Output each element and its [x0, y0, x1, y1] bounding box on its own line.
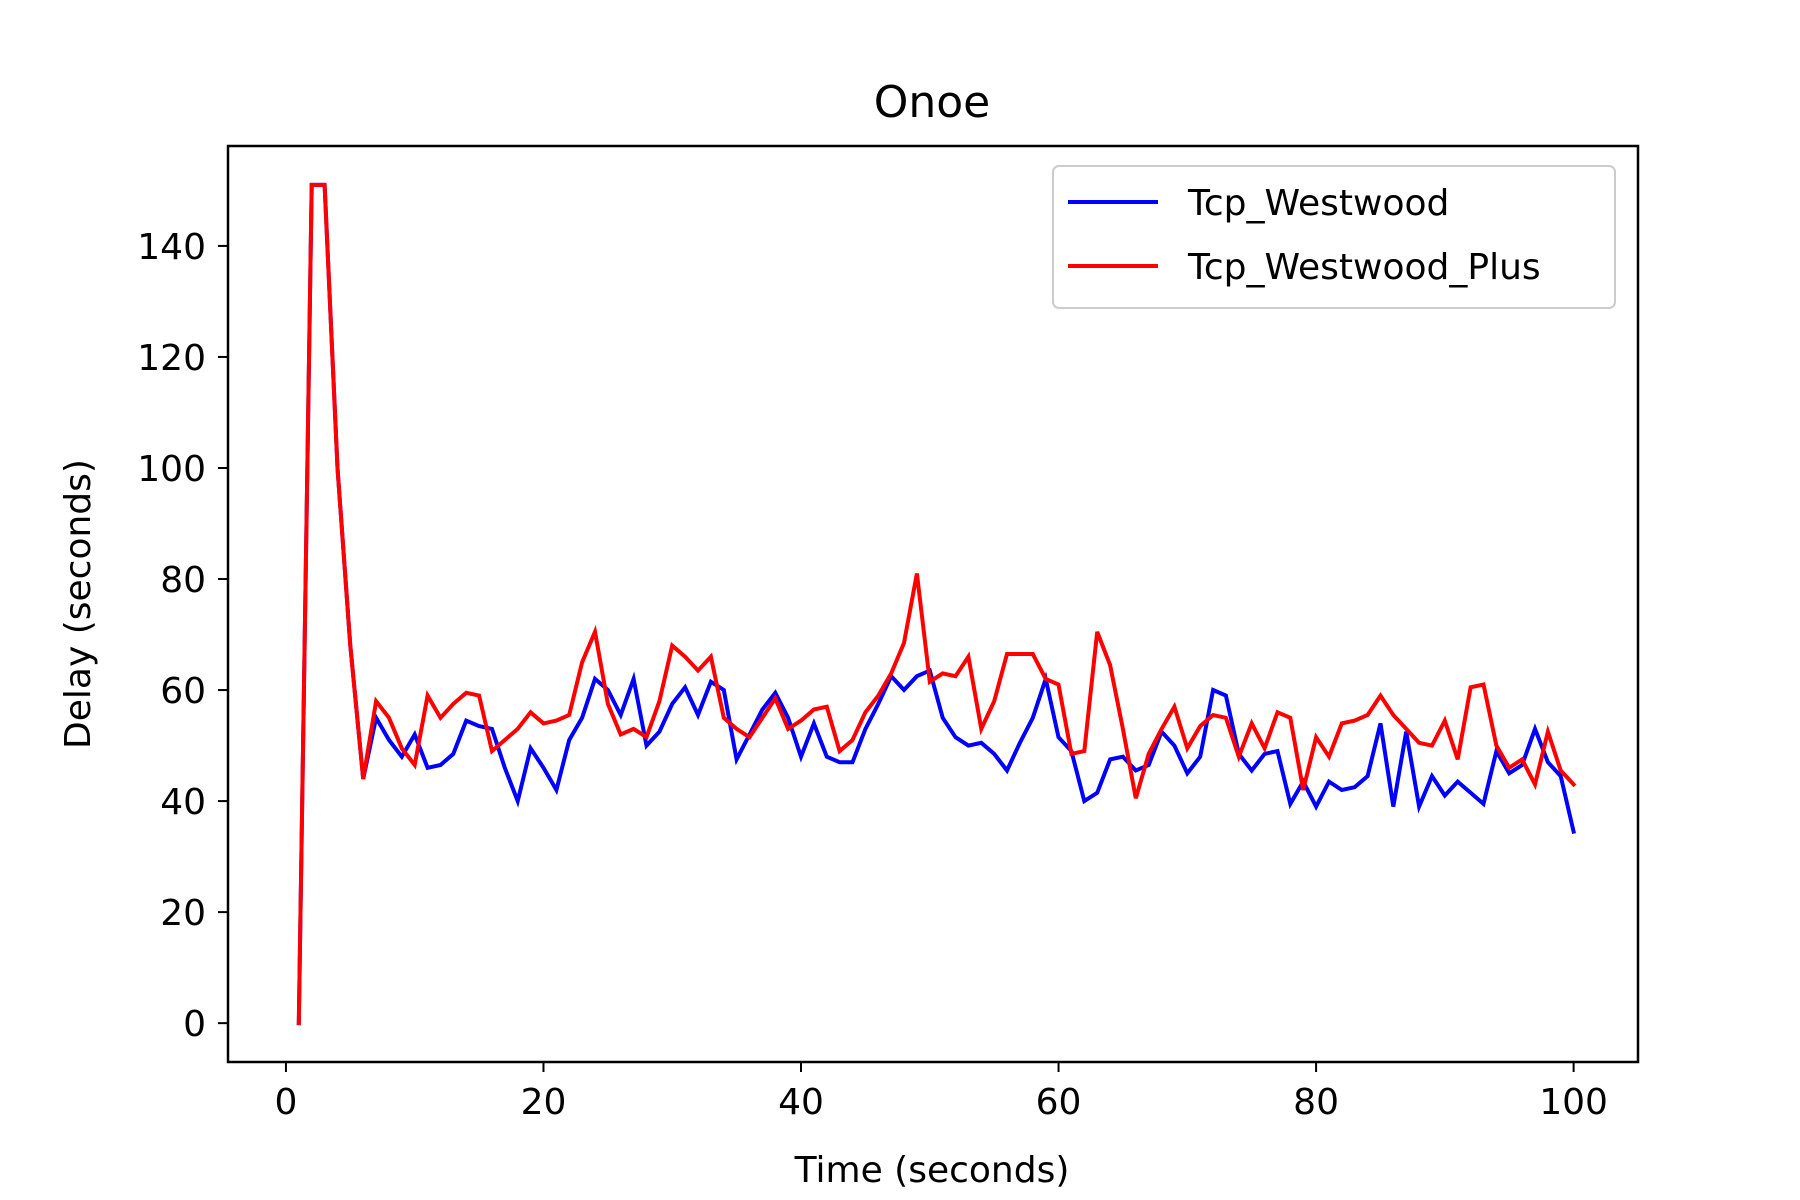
- x-tick-label: 0: [274, 1082, 297, 1123]
- series-line-1: [296, 182, 1577, 1026]
- x-tick-label: 80: [1293, 1082, 1339, 1123]
- y-tick-label: 20: [160, 893, 206, 934]
- x-tick-label: 60: [1036, 1082, 1082, 1123]
- y-axis-label: Delay (seconds): [58, 459, 99, 749]
- y-tick-label: 120: [137, 338, 206, 379]
- series-line-0: [296, 182, 1577, 1026]
- y-tick-label: 60: [160, 671, 206, 712]
- plot-area: [296, 182, 1577, 1026]
- y-tick-label: 100: [137, 449, 206, 490]
- y-tick-label: 0: [183, 1004, 206, 1045]
- legend-box: [1052, 165, 1616, 309]
- axes: 0 20 40 60 80 100 0 20 40 60 80 100 120 140: [137, 144, 1640, 1123]
- y-tick-label: 80: [160, 560, 206, 601]
- legend-label-series-1: Tcp_Westwood_Plus: [1187, 247, 1541, 288]
- y-tick-label: 40: [160, 782, 206, 823]
- legend-label-series-0: Tcp_Westwood: [1187, 183, 1449, 224]
- chart-title: Onoe: [874, 77, 991, 128]
- legend: Tcp_Westwood Tcp_Westwood_Plus: [1052, 165, 1616, 309]
- x-axis-label: Time (seconds): [794, 1150, 1070, 1191]
- x-tick-label: 20: [521, 1082, 567, 1123]
- y-tick-label: 140: [137, 227, 206, 268]
- x-tick-label: 40: [778, 1082, 824, 1123]
- plot-frame: [226, 144, 1640, 1064]
- x-tick-label: 100: [1539, 1082, 1608, 1123]
